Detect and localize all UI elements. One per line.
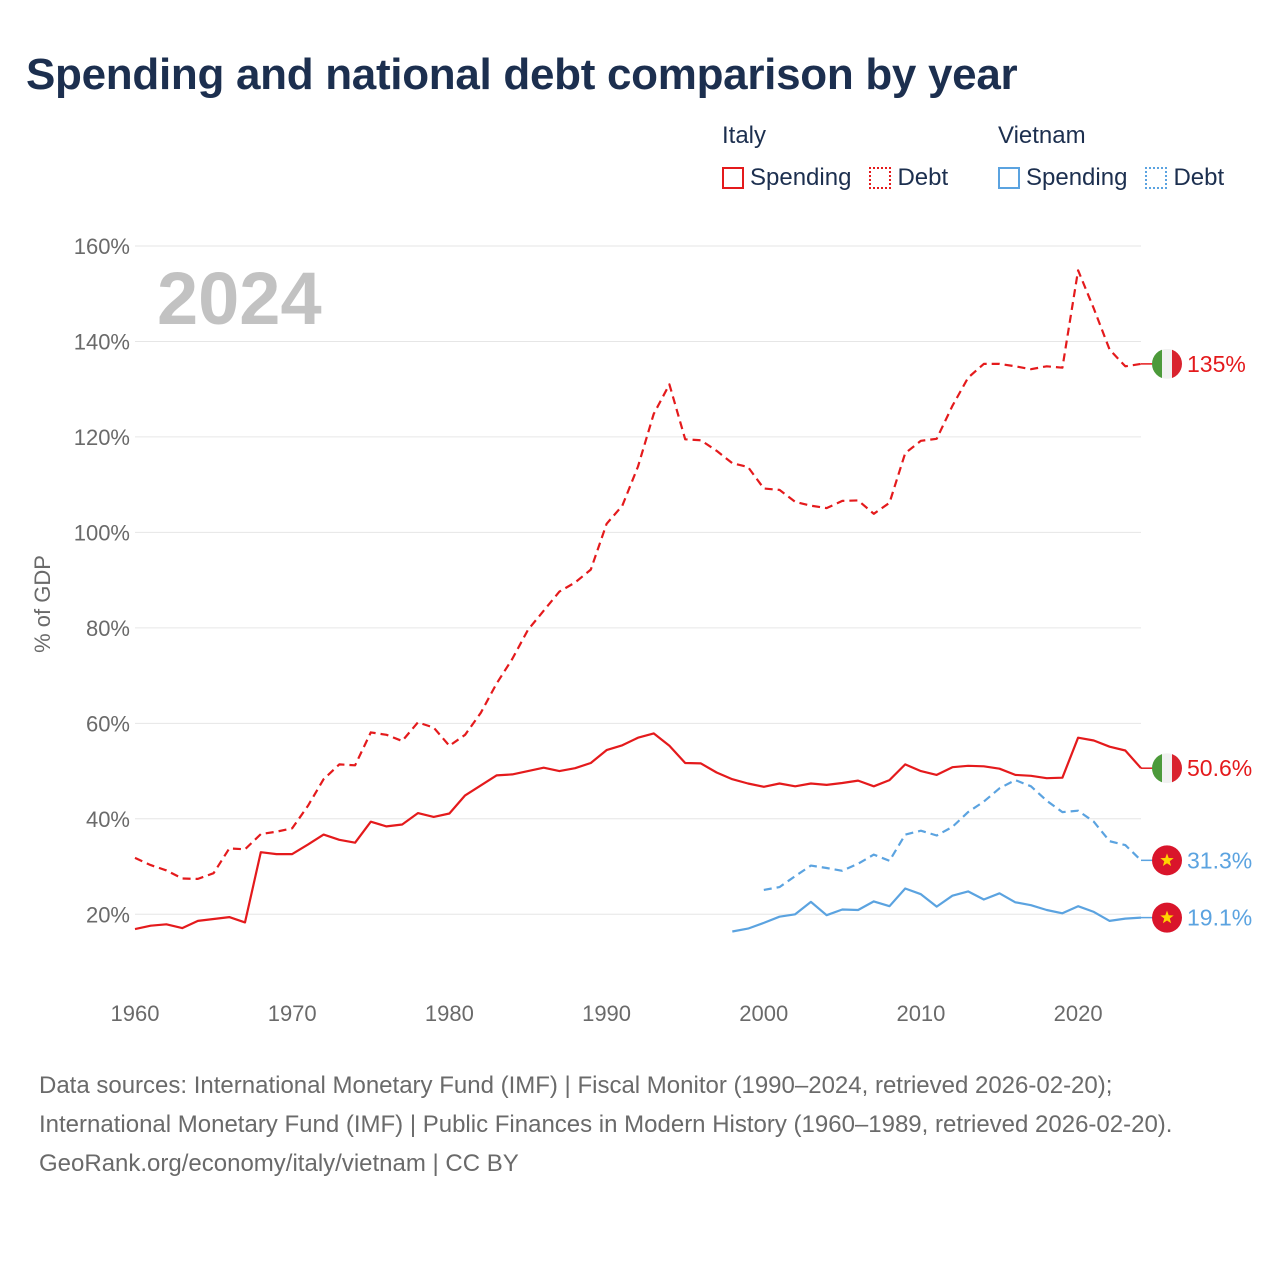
legend-item-label: Spending	[1026, 164, 1128, 191]
series-line-italy-debt[interactable]	[134, 269, 1142, 880]
series-end-label: 31.3%	[1187, 847, 1252, 873]
solid-swatch-icon	[722, 167, 744, 189]
series-line-vietnam-debt[interactable]	[763, 779, 1142, 891]
year-watermark: 2024	[157, 257, 322, 340]
legend-item-vietnam-spending[interactable]: Spending	[998, 164, 1127, 192]
x-tick-label: 2020	[1054, 1001, 1103, 1026]
legend-item-italy-spending[interactable]: Spending	[722, 164, 851, 192]
vietnam-flag-icon	[1152, 845, 1182, 876]
chart-title: Spending and national debt comparison by…	[26, 50, 1018, 99]
credit-link[interactable]: GeoRank.org/economy/italy/vietnam | CC B…	[39, 1150, 519, 1177]
footer: Data sources: International Monetary Fun…	[39, 1066, 1239, 1183]
legend-country-label: Vietnam	[998, 122, 1086, 149]
legend-item-italy-debt[interactable]: Debt	[869, 164, 948, 192]
y-tick-label: 40%	[86, 807, 130, 832]
y-axis-label: % of GDP	[30, 555, 55, 653]
series-line-italy-spending[interactable]	[134, 732, 1142, 931]
x-tick-label: 2000	[739, 1001, 788, 1026]
y-tick-label: 120%	[74, 425, 130, 450]
dotted-swatch-icon	[1145, 167, 1168, 189]
italy-flag-icon	[1152, 348, 1182, 379]
solid-swatch-icon	[998, 167, 1020, 189]
y-tick-label: 80%	[86, 616, 130, 641]
y-tick-label: 160%	[74, 234, 130, 259]
legend-group-italy: Italy Spending Debt	[722, 122, 966, 192]
series-end-label: 135%	[1187, 351, 1246, 377]
line-chart: 2024 % of GDP 20% 40% 60% 80% 100% 120% 140% 16…	[30, 234, 1252, 1026]
series-end-label: 50.6%	[1187, 755, 1252, 781]
vietnam-flag-icon	[1152, 902, 1182, 933]
x-tick-label: 1990	[582, 1001, 631, 1026]
y-tick-label: 100%	[74, 520, 130, 545]
x-tick-label: 1970	[268, 1001, 317, 1026]
y-tick-label: 60%	[86, 711, 130, 736]
series-end-label: 19.1%	[1187, 905, 1252, 931]
x-tick-label: 1980	[425, 1001, 474, 1026]
legend-item-label: Debt	[1173, 164, 1225, 191]
y-tick-label: 140%	[74, 329, 130, 354]
legend-group-vietnam: Vietnam Spending Debt	[998, 122, 1224, 192]
y-tick-label: 20%	[86, 902, 130, 927]
data-sources: Data sources: International Monetary Fun…	[39, 1072, 1173, 1138]
x-tick-label: 1960	[111, 1001, 160, 1026]
legend-item-label: Debt	[897, 164, 949, 191]
legend-country-label: Italy	[722, 122, 767, 149]
dotted-swatch-icon	[869, 167, 892, 189]
italy-flag-icon	[1152, 753, 1182, 784]
legend-item-label: Spending	[750, 164, 852, 191]
x-tick-label: 2010	[896, 1001, 945, 1026]
series-line-vietnam-spending[interactable]	[732, 887, 1142, 933]
legend-item-vietnam-debt[interactable]: Debt	[1145, 164, 1224, 192]
